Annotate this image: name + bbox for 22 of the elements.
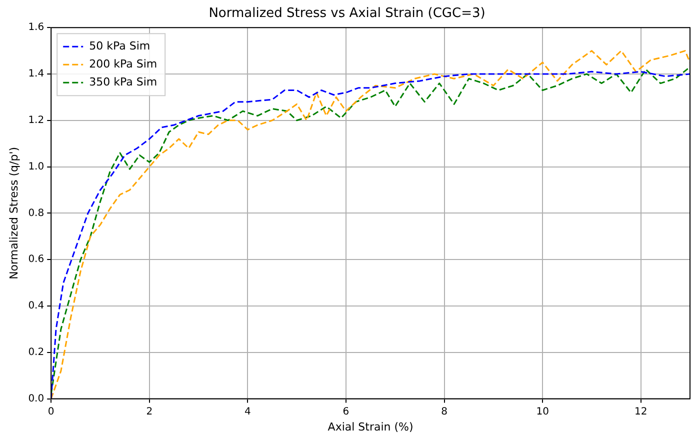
y-tick-label: 1.6 (28, 22, 44, 34)
x-tick-label: 10 (536, 406, 549, 418)
x-tick-label: 8 (441, 406, 448, 418)
y-tick-label: 1.2 (28, 114, 44, 126)
x-tick-label: 4 (244, 406, 251, 418)
y-tick-label: 1.4 (28, 68, 44, 80)
legend-label: 350 kPa Sim (89, 75, 158, 88)
x-tick-label: 2 (146, 406, 153, 418)
y-tick-label: 0.2 (28, 346, 44, 358)
y-tick-label: 0.8 (28, 208, 44, 219)
y-tick-label: 0.6 (28, 254, 44, 266)
legend-label: 50 kPa Sim (89, 39, 150, 52)
x-axis-title: Axial Strain (%) (328, 420, 414, 434)
legend-label: 200 kPa Sim (89, 57, 158, 70)
y-tick-label: 0.0 (28, 393, 44, 404)
y-axis-title: Normalized Stress (q/p') (7, 146, 20, 280)
x-tick-label: 0 (48, 406, 54, 418)
y-tick-label: 1.0 (28, 161, 44, 172)
x-tick-label: 12 (634, 406, 648, 418)
chart-title: Normalized Stress vs Axial Strain (CGC=3) (208, 6, 486, 22)
x-tick-label: 6 (342, 406, 350, 418)
y-tick-label: 0.4 (28, 300, 44, 312)
